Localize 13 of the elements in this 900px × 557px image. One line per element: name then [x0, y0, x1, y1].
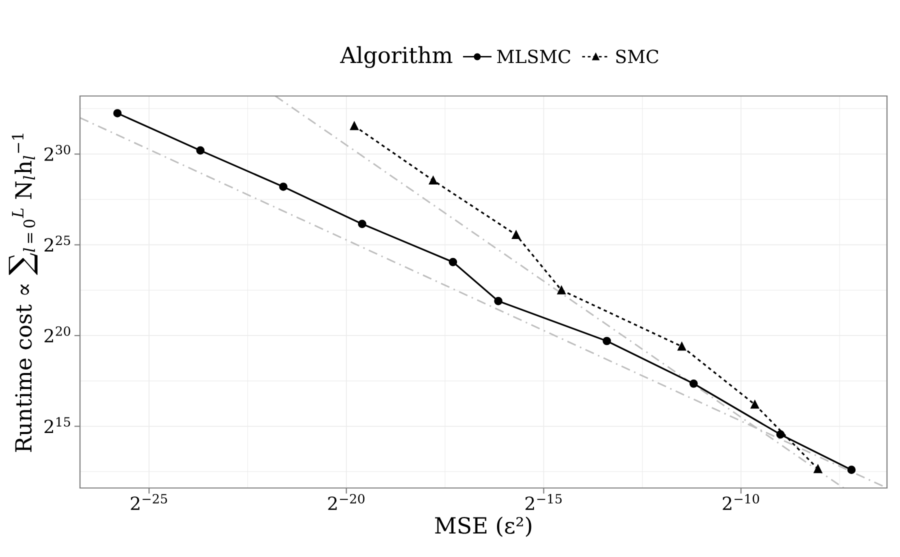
y-tick-label: 2$^{20}$	[44, 326, 70, 342]
y-axis-title: Runtime cost ∝ ∑$_{l=0}$$^{L}$ N$_{l}$h$_{l}$$^{−1}$	[8, 134, 38, 452]
x-tick-label: 2$^{−15}$	[526, 494, 562, 510]
x-axis-title: MSE (ε²)	[435, 516, 532, 537]
x-tick-label: 2$^{−10}$	[722, 494, 760, 510]
x-tick-label: 2$^{−25}$	[130, 494, 167, 510]
y-tick-label: 2$^{15}$	[44, 417, 70, 434]
x-tick-label: 2$^{−20}$	[328, 494, 364, 510]
legend-title: Algorithm	[340, 46, 452, 68]
legend-label: SMC	[616, 50, 658, 64]
legend-label: MLSMC	[497, 50, 570, 64]
y-tick-label: 2$^{25}$	[44, 236, 70, 252]
y-tick-label: 2$^{30}$	[44, 144, 70, 161]
